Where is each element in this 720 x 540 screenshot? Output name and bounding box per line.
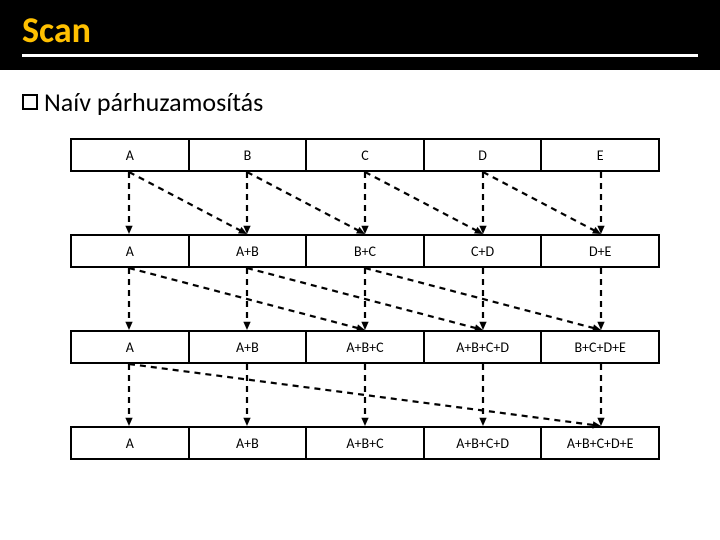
- arrow-line: [365, 268, 596, 329]
- arrow-head-icon: [125, 322, 132, 330]
- diagram-cell: A+B+C: [307, 428, 425, 458]
- arrow-head-icon: [597, 418, 604, 426]
- arrow-head-icon: [479, 418, 486, 426]
- arrow-head-icon: [474, 227, 483, 234]
- arrow-head-icon: [243, 322, 250, 330]
- diagram-cell: A+B: [190, 332, 308, 362]
- arrow-line: [129, 172, 242, 231]
- diagram-cell: A+B: [190, 428, 308, 458]
- diagram-cell: A+B: [190, 236, 308, 266]
- arrow-head-icon: [243, 226, 250, 234]
- diagram-cell: A: [72, 140, 190, 170]
- arrow-head-icon: [238, 227, 247, 234]
- page-title: Scan: [22, 8, 698, 57]
- arrow-head-icon: [361, 322, 368, 330]
- diagram-cell: B+C: [307, 236, 425, 266]
- diagram-row: AA+BA+B+CA+B+C+DB+C+D+E: [70, 330, 660, 364]
- diagram-cell: A+B+C+D: [425, 428, 543, 458]
- diagram-cell: A: [72, 428, 190, 458]
- arrow-line: [129, 268, 360, 329]
- diagram-cell: E: [542, 140, 658, 170]
- diagram-cell: B+C+D+E: [542, 332, 658, 362]
- diagram-cell: A: [72, 236, 190, 266]
- diagram-cell: C+D: [425, 236, 543, 266]
- arrow-line: [365, 172, 478, 231]
- arrow-head-icon: [479, 322, 486, 330]
- diagram-row: ABCDE: [70, 138, 660, 172]
- arrow-head-icon: [597, 322, 604, 330]
- bullet-icon: [22, 94, 38, 110]
- arrow-line: [247, 268, 478, 329]
- diagram-row: AA+BB+CC+DD+E: [70, 234, 660, 268]
- arrow-line: [129, 364, 596, 425]
- arrow-head-icon: [125, 418, 132, 426]
- arrows-layer: [70, 138, 660, 460]
- arrow-head-icon: [479, 226, 486, 234]
- title-bar: Scan: [0, 0, 720, 70]
- arrow-head-icon: [243, 418, 250, 426]
- diagram-cell: C: [307, 140, 425, 170]
- arrow-line: [247, 172, 360, 231]
- arrow-head-icon: [361, 226, 368, 234]
- arrow-head-icon: [356, 227, 365, 234]
- subtitle: Naív párhuzamosítás: [44, 86, 263, 118]
- diagram-cell: A+B+C+D: [425, 332, 543, 362]
- diagram-row: AA+BA+B+CA+B+C+DA+B+C+D+E: [70, 426, 660, 460]
- diagram-cell: A+B+C+D+E: [542, 428, 658, 458]
- diagram-cell: D+E: [542, 236, 658, 266]
- subtitle-row: Naív párhuzamosítás: [22, 86, 720, 118]
- arrow-head-icon: [125, 226, 132, 234]
- scan-diagram: ABCDEAA+BB+CC+DD+EAA+BA+B+CA+B+C+DB+C+D+…: [70, 138, 660, 460]
- diagram-cell: D: [425, 140, 543, 170]
- diagram-cell: B: [190, 140, 308, 170]
- diagram-cell: A+B+C: [307, 332, 425, 362]
- arrow-line: [483, 172, 596, 231]
- arrow-head-icon: [597, 226, 604, 234]
- arrow-head-icon: [361, 418, 368, 426]
- diagram-cell: A: [72, 332, 190, 362]
- arrow-head-icon: [592, 227, 601, 234]
